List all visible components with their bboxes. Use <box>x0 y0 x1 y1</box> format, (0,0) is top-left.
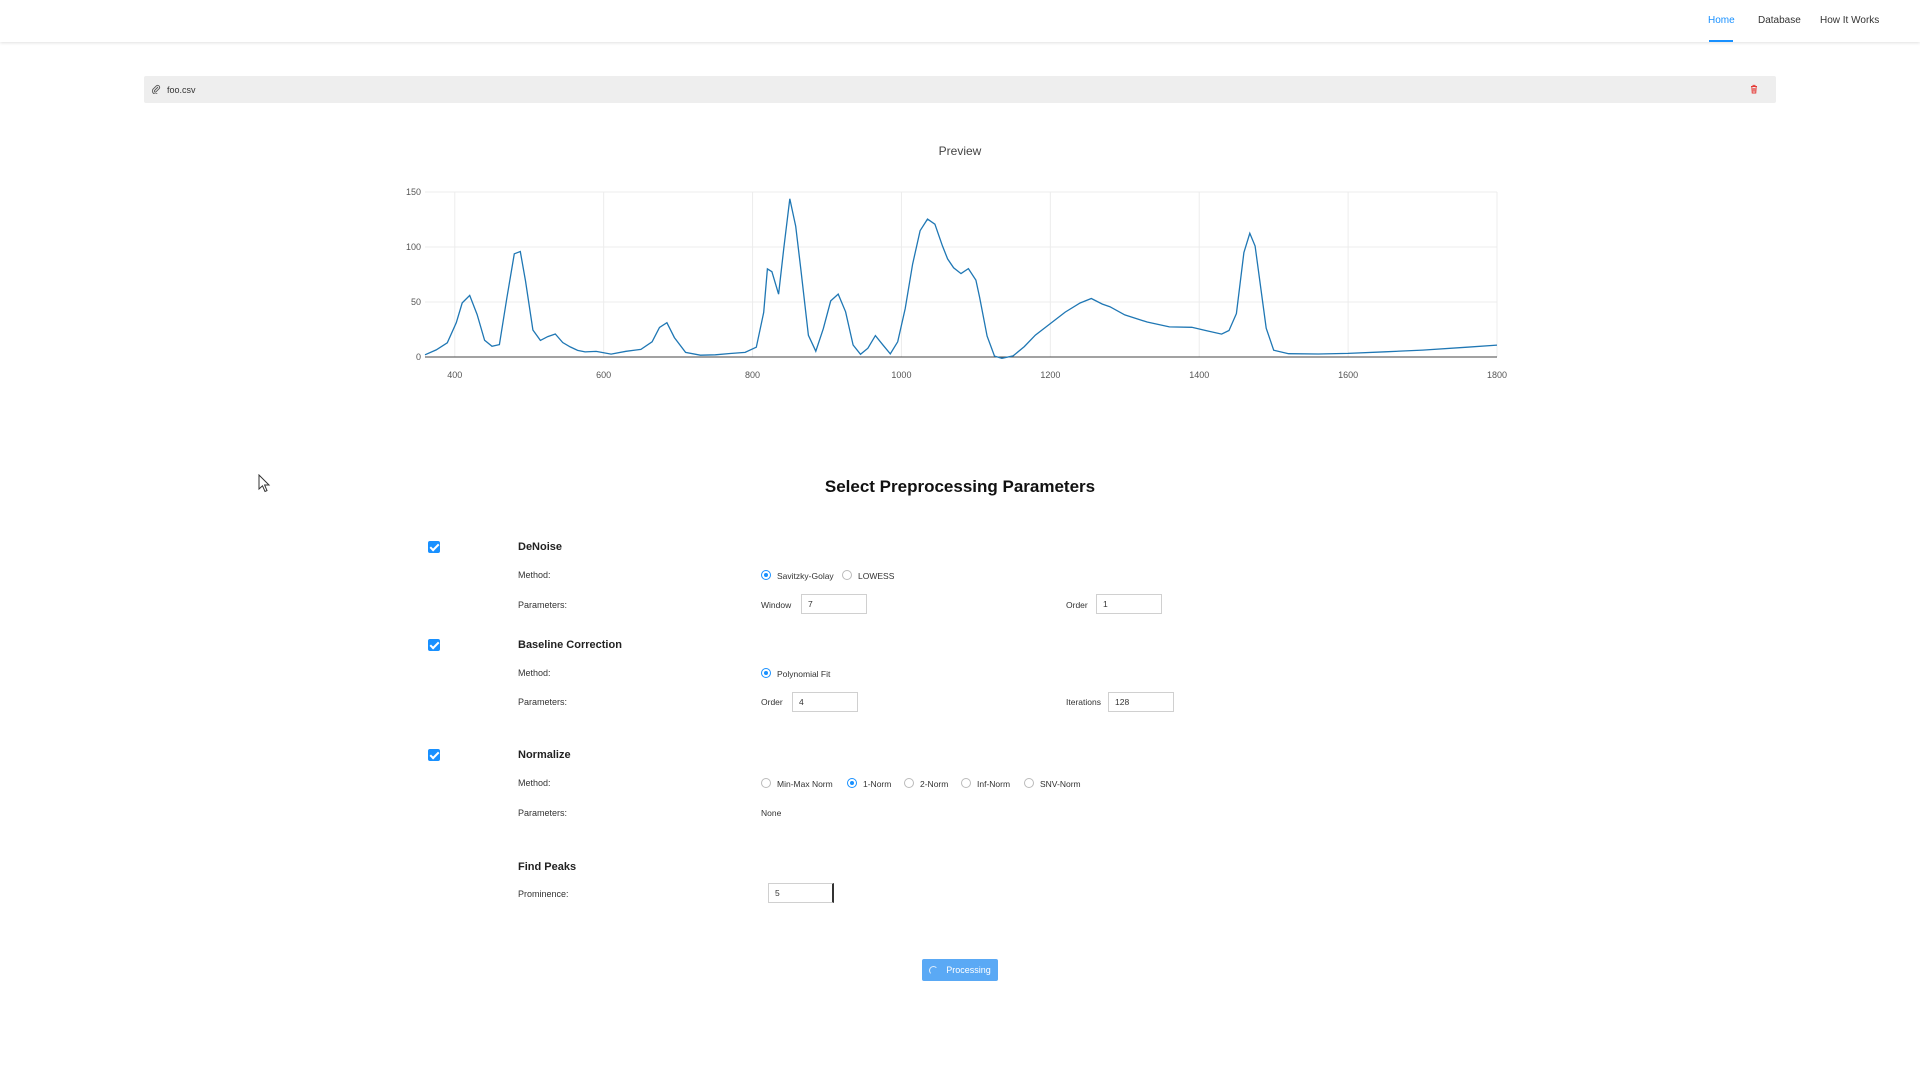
baseline-radio-label-polynomial-fit: Polynomial Fit <box>777 669 831 679</box>
section-title: Select Preprocessing Parameters <box>824 477 1096 496</box>
nav-active-indicator <box>1709 40 1733 42</box>
x-tick-label: 1200 <box>1040 370 1060 380</box>
processing-button[interactable]: Processing <box>922 959 998 981</box>
chart-title: Preview <box>938 144 982 158</box>
normalize-radio-label-1-norm: 1-Norm <box>863 779 892 789</box>
file-name: foo.csv <box>167 85 196 95</box>
paperclip-icon <box>151 84 161 94</box>
processing-button-label: Processing <box>946 965 991 975</box>
delete-icon[interactable] <box>1748 83 1760 95</box>
denoise-order-input[interactable] <box>1096 594 1162 614</box>
baseline-iterations-label: Iterations <box>1066 697 1101 707</box>
normalize-radio-label-2-norm: 2-Norm <box>920 779 949 789</box>
y-tick-label: 150 <box>406 187 421 197</box>
x-tick-label: 400 <box>447 370 462 380</box>
denoise-radio-savitzky-golay[interactable] <box>761 570 771 580</box>
preview-chart: 400 600 800 1000 1200 1400 1600 1800 0 50 100 150 <box>406 187 1507 380</box>
denoise-radio-label-lowess: LOWESS <box>858 571 895 581</box>
prominence-label: Prominence: <box>518 889 569 899</box>
denoise-window-input[interactable] <box>801 594 867 614</box>
normalize-radio-label-inf-norm: Inf-Norm <box>977 779 1011 789</box>
x-tick-label: 1000 <box>891 370 911 380</box>
denoise-checkbox[interactable] <box>428 541 440 553</box>
denoise-method-label: Method: <box>518 570 551 580</box>
normalize-parameters-label: Parameters: <box>518 808 568 818</box>
baseline-iterations-input[interactable] <box>1108 692 1174 712</box>
normalize-radio-label-min-max: Min-Max Norm <box>777 779 833 789</box>
nav-how-it-works[interactable]: How It Works <box>1820 15 1880 26</box>
baseline-order-input[interactable] <box>792 692 858 712</box>
denoise-parameters-label: Parameters: <box>518 600 568 610</box>
denoise-radio-label-savitzky-golay: Savitzky-Golay <box>777 571 834 581</box>
denoise-radio-lowess[interactable] <box>842 570 852 580</box>
denoise-title: DeNoise <box>518 541 563 553</box>
denoise-order-label: Order <box>1066 600 1088 610</box>
mouse-pointer-icon <box>258 474 271 493</box>
x-tick-label: 1400 <box>1189 370 1209 380</box>
x-tick-label: 800 <box>745 370 760 380</box>
normalize-checkbox[interactable] <box>428 749 440 761</box>
normalize-method-label: Method: <box>518 778 551 788</box>
baseline-title: Baseline Correction <box>518 639 622 651</box>
x-tick-label: 1600 <box>1338 370 1358 380</box>
normalize-radio-label-snv-norm: SNV-Norm <box>1040 779 1081 789</box>
nav-database[interactable]: Database <box>1758 15 1801 26</box>
baseline-checkbox[interactable] <box>428 639 440 651</box>
loading-spinner-icon <box>929 965 939 975</box>
x-tick-label: 1800 <box>1487 370 1507 380</box>
find-peaks-title: Find Peaks <box>518 861 577 873</box>
top-navbar <box>0 0 1920 42</box>
normalize-radio-min-max[interactable] <box>761 778 771 788</box>
baseline-radio-polynomial-fit[interactable] <box>761 668 771 678</box>
denoise-window-label: Window <box>761 600 792 610</box>
y-tick-label: 50 <box>411 297 421 307</box>
x-tick-label: 600 <box>596 370 611 380</box>
normalize-title: Normalize <box>518 749 571 761</box>
normalize-radio-2-norm[interactable] <box>904 778 914 788</box>
y-tick-label: 0 <box>416 352 421 362</box>
y-tick-label: 100 <box>406 242 421 252</box>
normalize-radio-inf-norm[interactable] <box>961 778 971 788</box>
nav-home[interactable]: Home <box>1708 15 1735 26</box>
baseline-method-label: Method: <box>518 668 551 678</box>
prominence-input[interactable] <box>768 883 834 903</box>
normalize-parameters-value: None <box>761 808 782 818</box>
baseline-order-label: Order <box>761 697 783 707</box>
uploaded-file-bar <box>144 76 1776 103</box>
series-line <box>424 198 1498 359</box>
normalize-radio-1-norm[interactable] <box>847 778 857 788</box>
normalize-radio-snv-norm[interactable] <box>1024 778 1034 788</box>
baseline-parameters-label: Parameters: <box>518 697 568 707</box>
